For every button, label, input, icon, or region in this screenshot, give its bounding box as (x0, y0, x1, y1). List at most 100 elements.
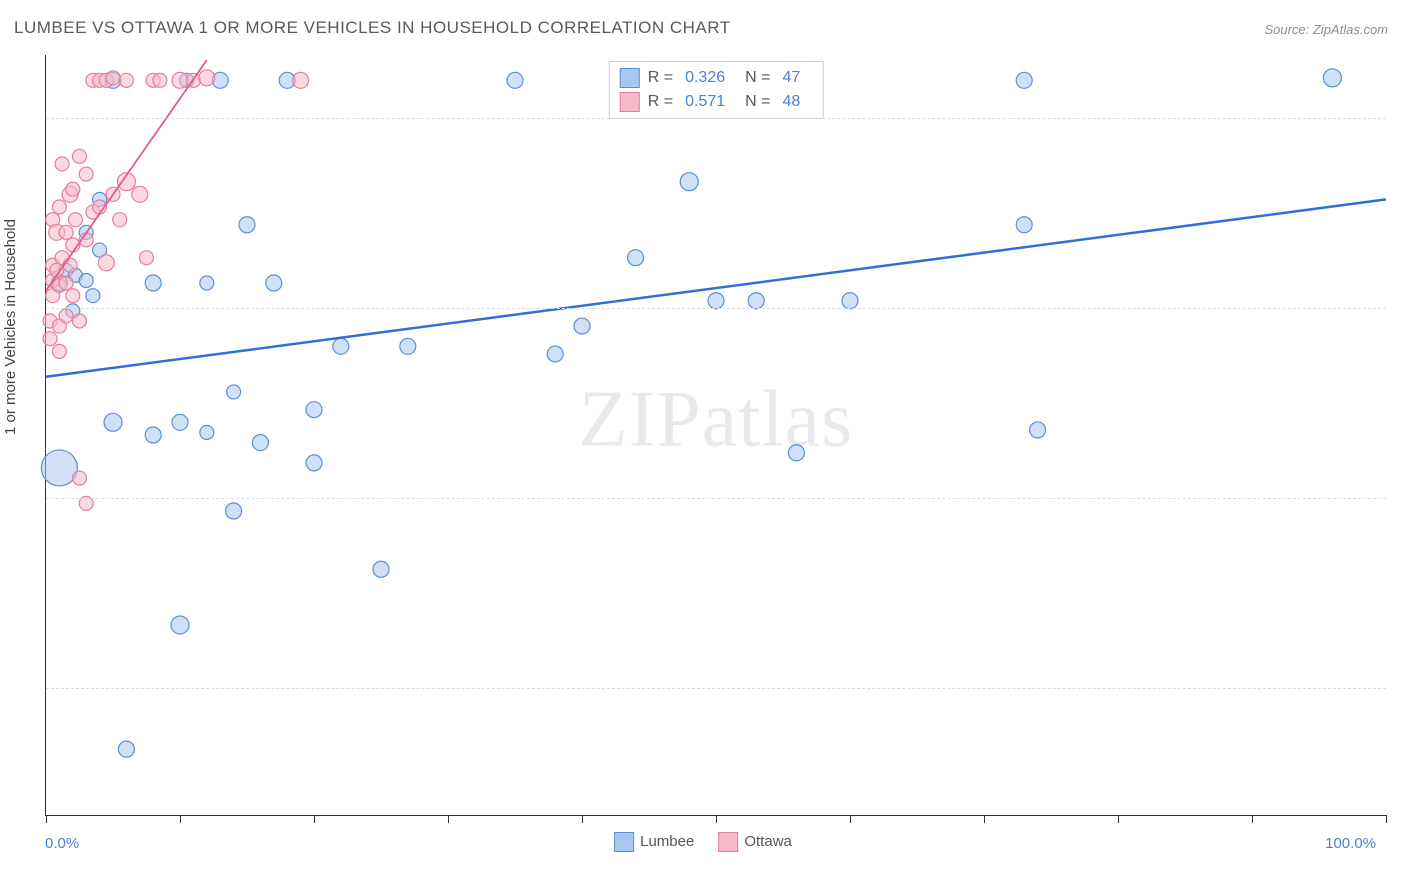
data-point (252, 435, 268, 451)
gridline-h (46, 498, 1386, 499)
data-point (1016, 72, 1032, 88)
data-point (52, 200, 66, 214)
data-point (680, 173, 698, 191)
plot-area: ZIPatlas R =0.326N =47R =0.571N =48 77.5… (45, 55, 1386, 816)
chart-title: LUMBEE VS OTTAWA 1 OR MORE VEHICLES IN H… (14, 18, 731, 38)
data-point (43, 332, 57, 346)
data-point (748, 293, 764, 309)
data-point (293, 72, 309, 88)
data-point (113, 213, 127, 227)
legend-item: Ottawa (718, 832, 792, 852)
chart-svg (46, 55, 1386, 815)
data-point (226, 503, 242, 519)
x-tick (46, 815, 47, 823)
legend-label: Lumbee (640, 833, 694, 850)
data-point (842, 293, 858, 309)
source-label: Source: ZipAtlas.com (1264, 22, 1388, 37)
data-point (199, 70, 215, 86)
x-tick (314, 815, 315, 823)
trend-line (46, 60, 207, 291)
legend-r-label: R = (648, 93, 673, 111)
x-tick (850, 815, 851, 823)
data-point (266, 275, 282, 291)
data-point (79, 167, 93, 181)
x-tick (1386, 815, 1387, 823)
x-axis-max-label: 100.0% (1325, 835, 1376, 852)
data-point (118, 741, 134, 757)
x-tick (582, 815, 583, 823)
gridline-h (46, 308, 1386, 309)
x-tick (180, 815, 181, 823)
data-point (200, 425, 214, 439)
x-tick (448, 815, 449, 823)
data-point (59, 309, 73, 323)
data-point (86, 289, 100, 303)
x-tick (1252, 815, 1253, 823)
data-point (153, 73, 167, 87)
data-point (66, 182, 80, 196)
y-tick-label: 100.0% (1396, 110, 1406, 127)
data-point (145, 427, 161, 443)
legend-swatch (620, 68, 640, 88)
data-point (172, 72, 188, 88)
data-point (239, 217, 255, 233)
legend-swatch (620, 92, 640, 112)
legend-stat-row: R =0.326N =47 (620, 66, 813, 90)
data-point (119, 73, 133, 87)
data-point (68, 213, 82, 227)
y-tick-label: 92.5% (1396, 300, 1406, 317)
data-point (788, 445, 804, 461)
data-point (547, 346, 563, 362)
legend-stats: R =0.326N =47R =0.571N =48 (609, 61, 824, 119)
gridline-h (46, 118, 1386, 119)
data-point (628, 250, 644, 266)
legend-stat-row: R = 0.571 N = 48 (620, 90, 813, 114)
legend-swatch (718, 832, 738, 852)
data-point (79, 273, 93, 287)
data-point (73, 471, 87, 485)
data-point (98, 255, 114, 271)
data-point (507, 72, 523, 88)
legend-swatch (614, 832, 634, 852)
legend-r-label: R = (648, 69, 673, 87)
legend-n-label: N = (745, 93, 770, 111)
data-point (172, 414, 188, 430)
data-point (59, 276, 73, 290)
x-tick (716, 815, 717, 823)
data-point (1323, 69, 1341, 87)
data-point (373, 561, 389, 577)
data-point (400, 338, 416, 354)
data-point (306, 402, 322, 418)
data-point (104, 413, 122, 431)
data-point (708, 293, 724, 309)
legend-n-value: 48 (782, 93, 800, 111)
data-point (1016, 217, 1032, 233)
x-tick (984, 815, 985, 823)
legend-r-value: 0.571 (685, 93, 725, 111)
x-tick (1118, 815, 1119, 823)
data-point (333, 338, 349, 354)
legend-item: Lumbee (614, 832, 694, 852)
data-point (73, 149, 87, 163)
data-point (106, 71, 120, 85)
legend-n-label: N = (745, 69, 770, 87)
data-point (52, 344, 66, 358)
legend-series: Lumbee Ottawa (614, 832, 792, 852)
data-point (145, 275, 161, 291)
data-point (171, 616, 189, 634)
x-axis-min-label: 0.0% (45, 835, 79, 852)
data-point (227, 385, 241, 399)
data-point (574, 318, 590, 334)
data-point (63, 258, 77, 272)
data-point (66, 289, 80, 303)
data-point (1030, 422, 1046, 438)
data-point (132, 186, 148, 202)
data-point (306, 455, 322, 471)
gridline-h (46, 688, 1386, 689)
y-tick-label: 77.5% (1396, 680, 1406, 697)
data-point (41, 450, 77, 486)
data-point (200, 276, 214, 290)
data-point (140, 251, 154, 265)
legend-r-value: 0.326 (685, 69, 725, 87)
data-point (59, 225, 73, 239)
